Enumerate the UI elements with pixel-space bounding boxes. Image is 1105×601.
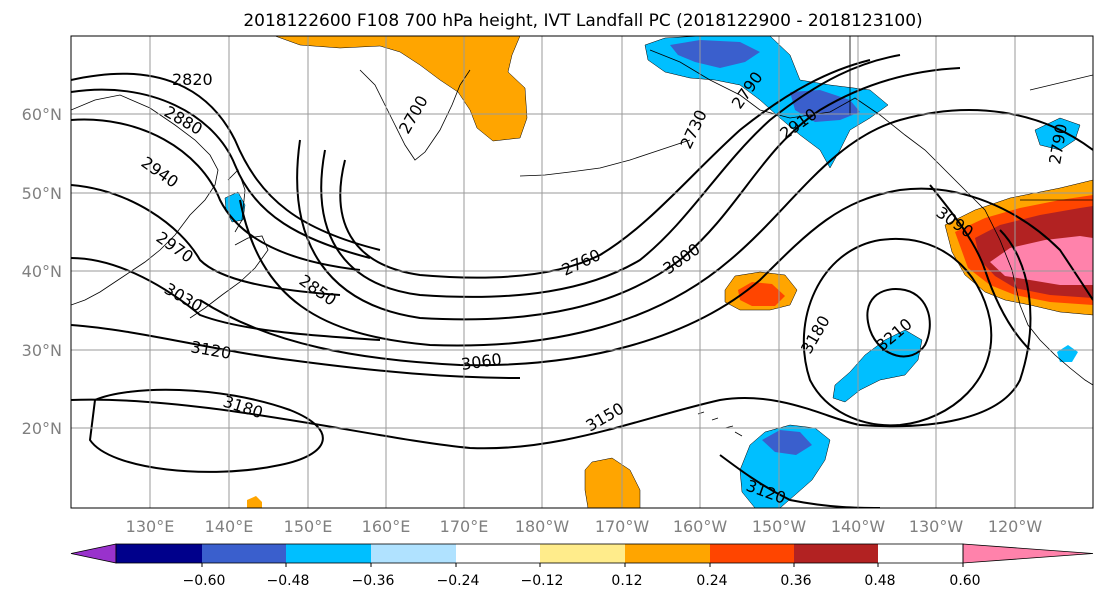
contour-3180-west	[88, 388, 324, 473]
map-panel: 2820 2880 2940 2970 3030 3120 3180 2850 …	[70, 35, 1094, 509]
contour-3090	[929, 184, 1031, 351]
colorbar-tick-label: 0.48	[864, 573, 895, 589]
colorbar-tick-label: −0.48	[267, 573, 310, 589]
lat-tick-label: 20°N	[22, 419, 62, 438]
colorbar-tick-label: −0.60	[183, 573, 226, 589]
contour-3000	[239, 109, 1093, 347]
colorbar-segment	[710, 544, 794, 563]
contour-2880	[71, 88, 371, 259]
colorbar-extension-high	[962, 543, 1094, 564]
coast-alaska	[649, 49, 1093, 386]
lon-tick-label: 150°E	[284, 517, 333, 536]
lat-tick-label: 60°N	[22, 105, 62, 124]
gridlines	[71, 36, 1093, 508]
lon-tick-label: 180°W	[515, 517, 570, 536]
colorbar-segment	[286, 544, 371, 563]
colorbar-segment	[540, 544, 625, 563]
contour-2760	[339, 59, 871, 279]
contour-3150	[71, 229, 1032, 450]
colorbar-tick-label: −0.36	[352, 573, 395, 589]
contour-2820	[71, 72, 381, 251]
lon-tick-label: 170°W	[595, 517, 650, 536]
colorbar-tick-label: 0.36	[780, 573, 811, 589]
contour-3210	[866, 288, 931, 358]
colorbar-segment	[116, 544, 202, 563]
lat-tick-label: 50°N	[22, 184, 62, 203]
map-frame	[70, 35, 1094, 509]
lat-tick-labels: 60°N 50°N 40°N 30°N 20°N	[22, 105, 62, 438]
contour-label: 2820	[172, 70, 213, 89]
pink-blob-westcoast	[990, 236, 1093, 285]
coast-sakhalin	[227, 169, 246, 233]
figure-title: 2018122600 F108 700 hPa height, IVT Land…	[243, 11, 922, 31]
lon-tick-label: 130°W	[909, 517, 964, 536]
darkblue-blob-alaska	[670, 40, 760, 68]
lon-tick-labels: 130°E 140°E 150°E 160°E 170°E 180°W 170°…	[126, 517, 1043, 536]
lon-tick-label: 170°E	[440, 517, 489, 536]
lon-tick-label: 140°E	[205, 517, 254, 536]
orange-blob-southwest	[247, 496, 262, 508]
contour-3120	[71, 324, 521, 379]
colorbar-tick-label: 0.60	[949, 573, 980, 589]
lon-tick-label: 160°E	[362, 517, 411, 536]
orange-blob-south	[584, 457, 641, 508]
colorbar-tick-label: −0.24	[437, 573, 480, 589]
colorbar-tick-label: 0.24	[696, 573, 727, 589]
colorbar-segment	[456, 544, 540, 563]
lat-tick-label: 40°N	[22, 262, 62, 281]
colorbar	[70, 543, 1094, 567]
coastlines	[71, 36, 1093, 437]
height-contours	[71, 54, 1093, 508]
lightblue-blob-mexico	[1057, 345, 1078, 362]
colorbar-tick-label: 0.12	[611, 573, 642, 589]
colorbar-segment	[371, 544, 456, 563]
colorbar-segment	[794, 544, 878, 563]
lon-tick-label: 130°E	[126, 517, 175, 536]
coast-canada-inland	[849, 36, 1093, 201]
contour-2850	[296, 67, 961, 321]
lon-tick-label: 150°W	[752, 517, 807, 536]
contour-3180-east	[802, 237, 993, 427]
colorbar-segment	[625, 544, 710, 563]
lightblue-blob-canada	[1034, 117, 1081, 151]
coast-aleutians	[519, 139, 691, 177]
colorbar-tick-labels: −0.60 −0.48 −0.36 −0.24 −0.12 0.12 0.24 0.36 0.4…	[183, 573, 981, 589]
colorbar-tick-label: −0.12	[521, 573, 564, 589]
lightblue-blob-hawaii-east	[832, 329, 923, 403]
lon-tick-label: 120°W	[988, 517, 1043, 536]
coast-hawaii	[697, 411, 743, 437]
contour-3030	[71, 257, 381, 341]
lon-tick-label: 160°W	[673, 517, 728, 536]
lon-tick-label: 140°W	[831, 517, 886, 536]
colorbar-extension-low	[70, 543, 117, 564]
coast-kamchatka	[359, 69, 471, 161]
darkblue-blob-south	[762, 430, 812, 455]
lat-tick-label: 30°N	[22, 341, 62, 360]
colorbar-segment	[202, 544, 286, 563]
contour-2940	[71, 118, 361, 271]
blue-blob-alaska-north	[644, 36, 889, 169]
